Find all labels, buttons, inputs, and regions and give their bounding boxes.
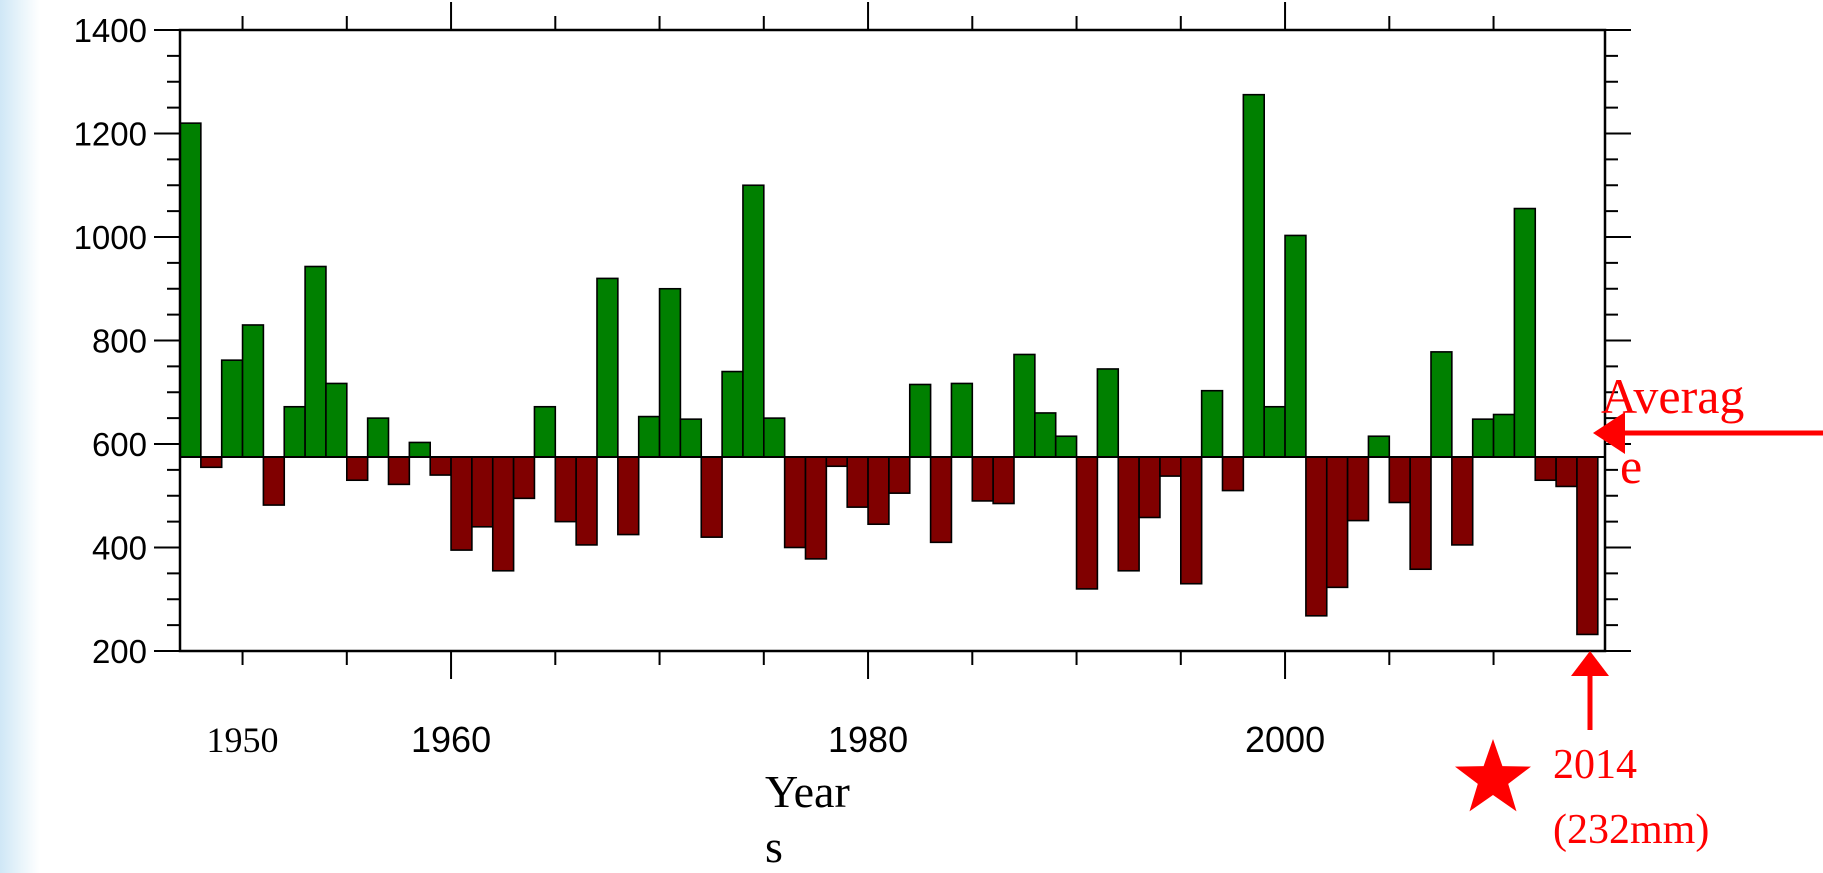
bar: [1471, 418, 1495, 458]
bar: [700, 456, 723, 538]
bar: [1325, 456, 1349, 589]
bar: [1346, 456, 1370, 522]
bar: [1534, 456, 1557, 482]
plot-frame: [178, 28, 1607, 653]
highlight-arrow: [1571, 651, 1609, 730]
bar: [1054, 435, 1078, 458]
x-tick-label: 2000: [1245, 719, 1325, 760]
bar: [1034, 412, 1057, 458]
bar: [1305, 456, 1328, 617]
bar: [1242, 93, 1265, 458]
average-label-continued: e: [1620, 438, 1642, 494]
bar: [471, 456, 494, 528]
bar: [533, 405, 557, 458]
bar: [867, 456, 890, 526]
bar: [637, 415, 661, 458]
bar: [345, 456, 369, 482]
y-tick-label: 200: [92, 633, 147, 670]
bar: [846, 456, 869, 508]
bar: [304, 265, 327, 458]
bar: [1367, 435, 1391, 458]
bar: [429, 456, 452, 476]
bar: [888, 456, 911, 494]
bar: [179, 122, 202, 458]
bar: [1200, 389, 1224, 458]
x-axis-ticks: [241, 2, 1495, 679]
bar: [992, 456, 1015, 505]
x-tick-label: 1960: [411, 719, 491, 760]
bar: [283, 405, 306, 458]
bar: [450, 456, 473, 551]
bar: [491, 456, 515, 572]
bar: [1576, 456, 1599, 636]
x-axis-label-line1: Year: [765, 766, 850, 817]
bar: [762, 417, 786, 458]
y-tick-label: 400: [92, 530, 147, 567]
bar: [1513, 207, 1537, 458]
bar: [742, 184, 765, 458]
bar: [908, 383, 932, 458]
x-tick-label: 1950: [207, 720, 279, 760]
bar: [1117, 456, 1140, 572]
y-tick-label: 600: [92, 426, 147, 463]
y-tick-label: 1000: [74, 219, 147, 256]
bar: [804, 456, 828, 560]
highlight-value-label: (232mm): [1553, 807, 1709, 853]
bar: [408, 441, 432, 458]
bar: [1284, 234, 1307, 458]
bar: [1221, 456, 1245, 492]
bar: [262, 456, 286, 506]
y-tick-label: 1400: [74, 12, 147, 49]
bar: [658, 287, 682, 458]
y-tick-label: 1200: [74, 116, 147, 153]
bar: [220, 359, 244, 458]
bar: [366, 417, 390, 458]
highlight-year-label: 2014: [1553, 742, 1637, 788]
bar: [950, 382, 974, 458]
bar: [1075, 456, 1099, 590]
bar: [1388, 456, 1411, 504]
bar: [1013, 353, 1036, 458]
average-arrow: [1593, 412, 1823, 454]
bar: [1096, 368, 1120, 458]
x-axis-label-line2: s: [765, 821, 783, 872]
bar-series: [179, 93, 1599, 636]
bar: [783, 456, 807, 549]
bar: [1430, 351, 1453, 458]
bar: [554, 456, 577, 523]
y-axis-tick-labels: 1400 1200 1000 800 600 400 200: [74, 12, 147, 670]
x-tick-label: 1980: [828, 719, 908, 760]
bar: [1492, 413, 1516, 458]
bar: [512, 456, 536, 500]
y-tick-label: 800: [92, 323, 147, 360]
bar: [575, 456, 598, 546]
bar: [1180, 456, 1203, 585]
bar: [1555, 456, 1578, 488]
bar: [1451, 456, 1474, 546]
star-icon: [1455, 739, 1531, 812]
bar: [679, 418, 703, 458]
bar: [325, 382, 348, 458]
bar: [387, 456, 411, 486]
x-axis-tick-labels: 1950 1960 1980 2000: [207, 719, 1326, 760]
background-gradient: [0, 0, 40, 873]
bar: [241, 324, 265, 458]
bar: [1409, 456, 1432, 571]
bar: [929, 456, 953, 544]
bar: [1138, 456, 1161, 519]
bar: [596, 277, 619, 458]
bar: [200, 456, 223, 469]
bar: [971, 456, 994, 502]
bar: [825, 456, 848, 468]
bar: [1263, 405, 1286, 458]
bar: [721, 370, 744, 458]
bar: [617, 456, 640, 536]
bar: [1159, 456, 1182, 477]
